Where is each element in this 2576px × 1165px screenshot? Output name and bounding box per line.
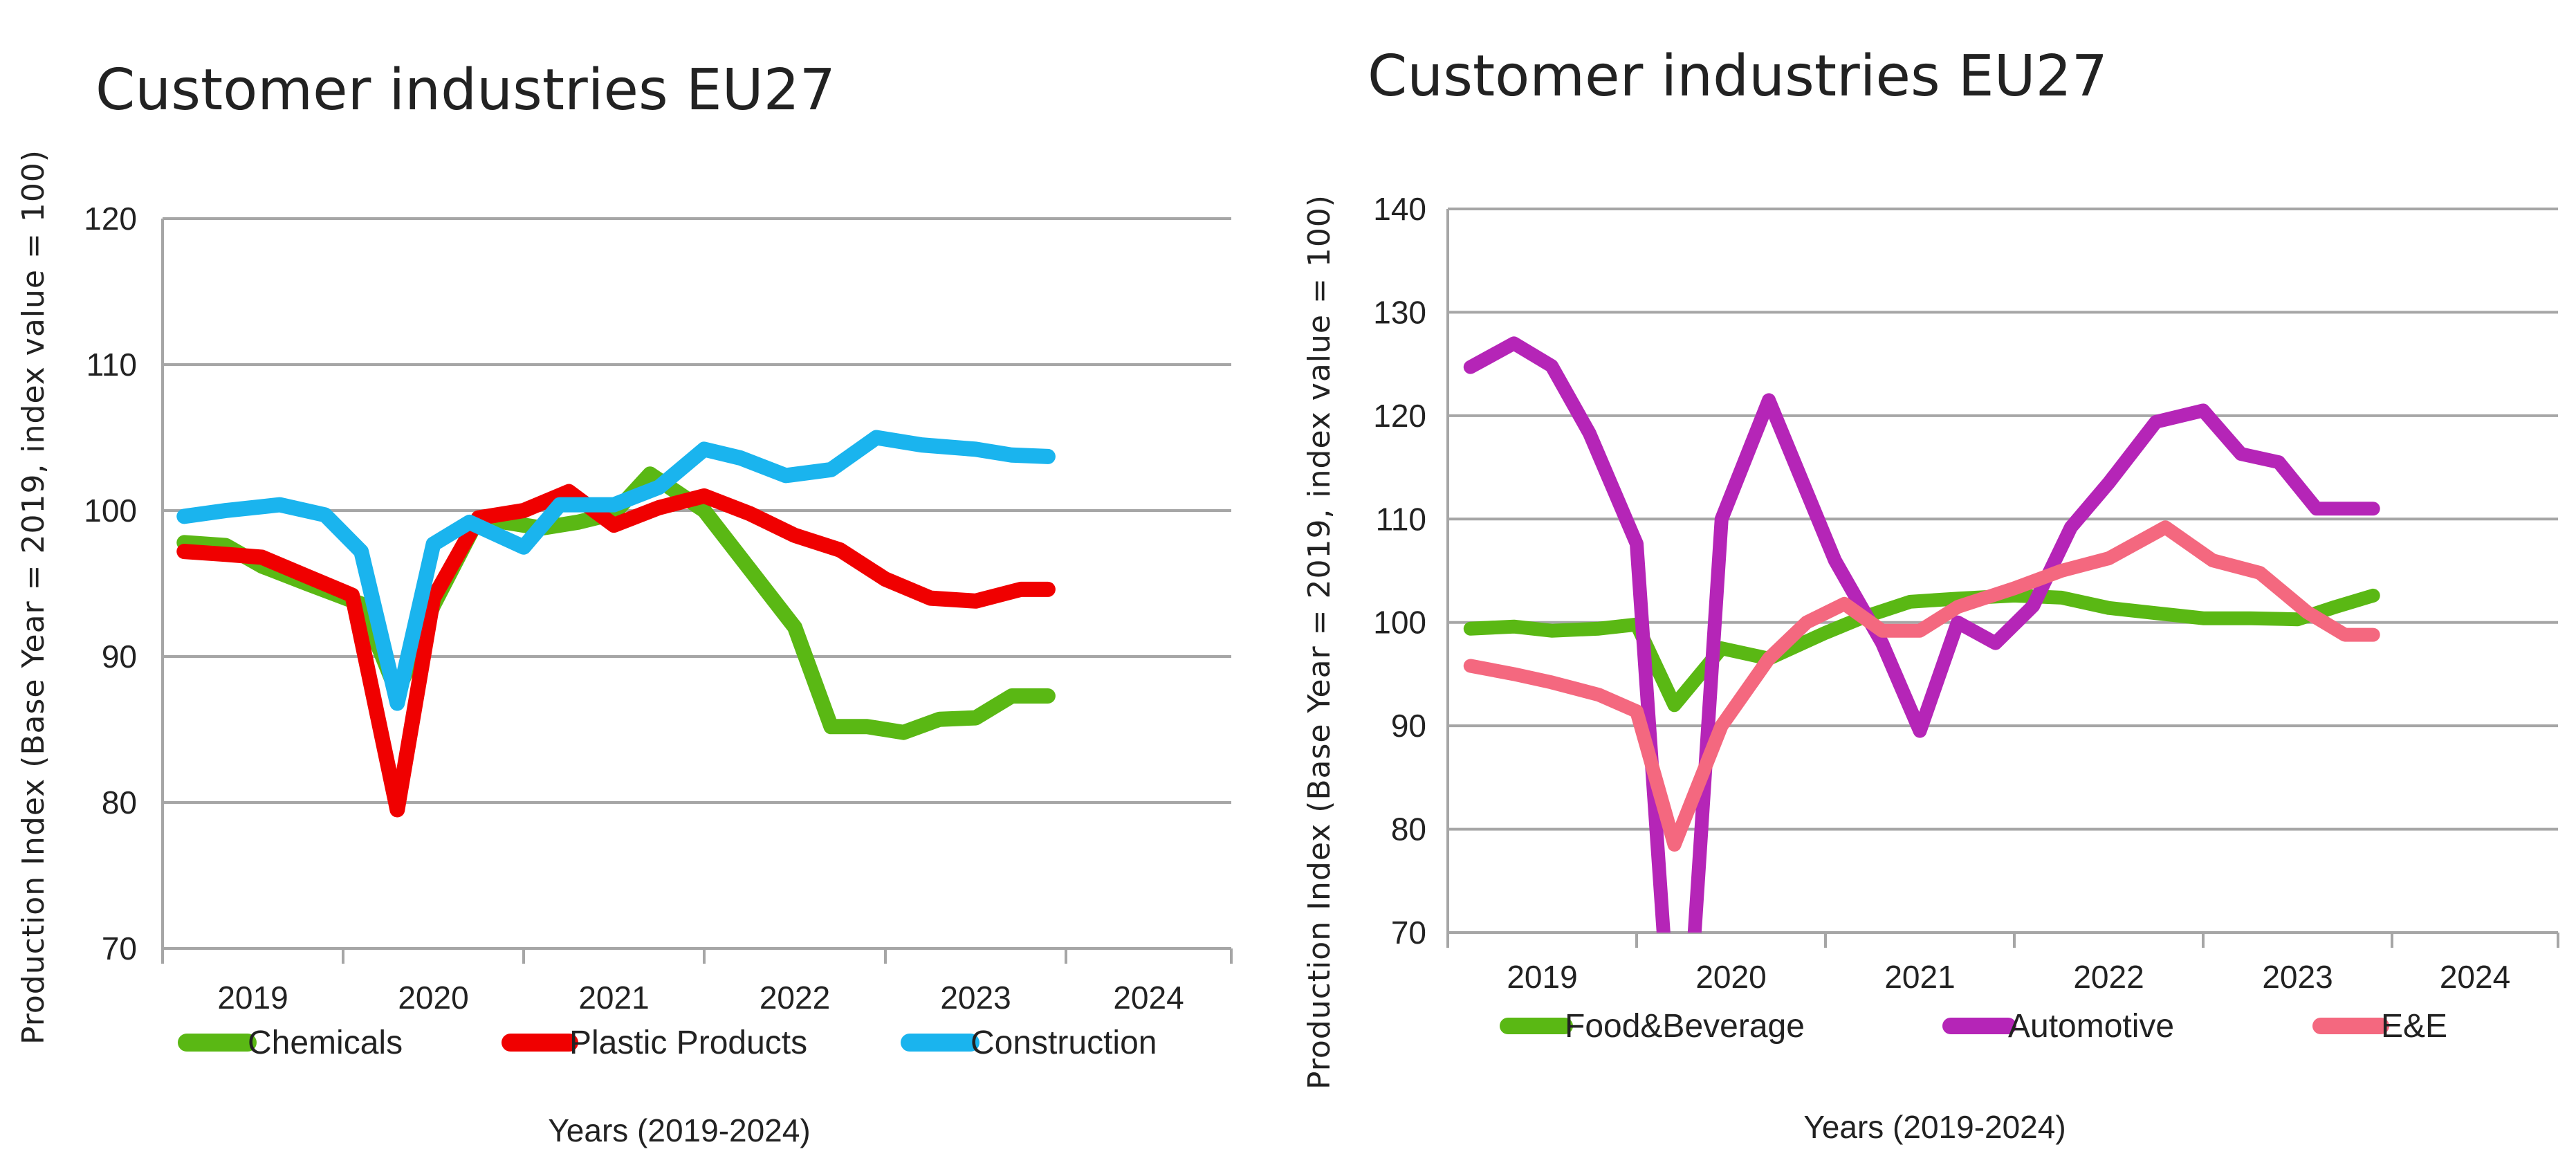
chart-right-y-ticks: 70 80 90 100 110 120 130 140 xyxy=(1373,191,1426,951)
chart-right-y-tick-110: 110 xyxy=(1376,501,1426,537)
chart-right-y-tick-70: 70 xyxy=(1391,915,1426,951)
chart-right-x-tick-2021: 2021 xyxy=(1884,959,1955,995)
chart-right-series-group xyxy=(1463,336,2380,933)
chart-left-series-group xyxy=(176,430,1056,818)
legend-label-automotive: Automotive xyxy=(2008,1008,2174,1045)
chart-right-y-tick-90: 90 xyxy=(1391,708,1426,744)
chart-right-series-food-beverage xyxy=(1463,588,2380,713)
chart-right-gridlines xyxy=(1446,208,2559,948)
chart-right-y-tick-130: 130 xyxy=(1373,294,1426,330)
chart-left-y-tick-80: 80 xyxy=(102,785,137,820)
chart-left-legend: Chemicals Plastic Products Construction xyxy=(178,1025,1157,1061)
chart-right-y-tick-120: 120 xyxy=(1373,398,1426,434)
chart-left-x-tick-2022: 2022 xyxy=(760,980,830,1016)
chart-left-y-axis-label: Production Index (Base Year = 2019, inde… xyxy=(16,149,51,1045)
chart-left: Customer industries EU27 Production Inde… xyxy=(16,57,1233,1148)
chart-left-title: Customer industries EU27 xyxy=(95,57,836,123)
chart-left-x-tick-2021: 2021 xyxy=(578,980,649,1016)
chart-right-x-tick-2022: 2022 xyxy=(2073,959,2144,995)
chart-right-series-e-e xyxy=(1463,520,2380,852)
chart-left-y-tick-100: 100 xyxy=(84,493,137,529)
chart-right-y-tick-140: 140 xyxy=(1373,191,1426,227)
chart-right-x-ticks: 2019 2020 2021 2022 2023 2024 xyxy=(1507,959,2510,995)
chart-left-x-axis-label: Years (2019-2024) xyxy=(548,1112,810,1148)
chart-right-series-automotive xyxy=(1463,336,2380,933)
chart-left-x-ticks: 2019 2020 2021 2022 2023 2024 xyxy=(217,980,1184,1016)
chart-right-title: Customer industries EU27 xyxy=(1368,44,2108,109)
chart-right-x-tick-2019: 2019 xyxy=(1507,959,1577,995)
chart-left-y-ticks: 70 80 90 100 110 120 xyxy=(84,201,137,966)
chart-right: Customer industries EU27 Production Inde… xyxy=(1302,44,2559,1145)
chart-left-x-tick-2019: 2019 xyxy=(217,980,288,1016)
legend-label-chemicals: Chemicals xyxy=(248,1025,403,1061)
chart-right-y-tick-80: 80 xyxy=(1391,811,1426,847)
chart-left-x-tick-2024: 2024 xyxy=(1113,980,1184,1016)
chart-right-x-tick-2020: 2020 xyxy=(1695,959,1766,995)
chart-right-y-tick-100: 100 xyxy=(1373,605,1426,641)
chart-left-y-tick-90: 90 xyxy=(102,639,137,675)
chart-right-y-axis-label: Production Index (Base Year = 2019, inde… xyxy=(1302,194,1337,1090)
chart-right-x-axis-label: Years (2019-2024) xyxy=(1803,1109,2066,1145)
chart-left-x-tick-2023: 2023 xyxy=(940,980,1011,1016)
chart-left-series-plastic-products xyxy=(176,484,1056,818)
legend-label-e-and-e: E&E xyxy=(2381,1008,2447,1045)
chart-right-legend: Food&Beverage Automotive E&E xyxy=(1500,1008,2447,1045)
chart-left-y-tick-110: 110 xyxy=(86,347,137,383)
chart-left-series-construction xyxy=(176,430,1056,711)
chart-left-y-tick-70: 70 xyxy=(102,930,137,966)
legend-label-plastic-products: Plastic Products xyxy=(569,1025,807,1061)
chart-right-x-tick-2023: 2023 xyxy=(2262,959,2333,995)
legend-label-food-beverage: Food&Beverage xyxy=(1565,1008,1805,1045)
chart-left-x-tick-2020: 2020 xyxy=(398,980,468,1016)
chart-right-x-tick-2024: 2024 xyxy=(2440,959,2510,995)
chart-left-gridlines xyxy=(161,217,1233,964)
chart-left-y-tick-120: 120 xyxy=(84,201,137,237)
legend-label-construction: Construction xyxy=(970,1025,1157,1061)
